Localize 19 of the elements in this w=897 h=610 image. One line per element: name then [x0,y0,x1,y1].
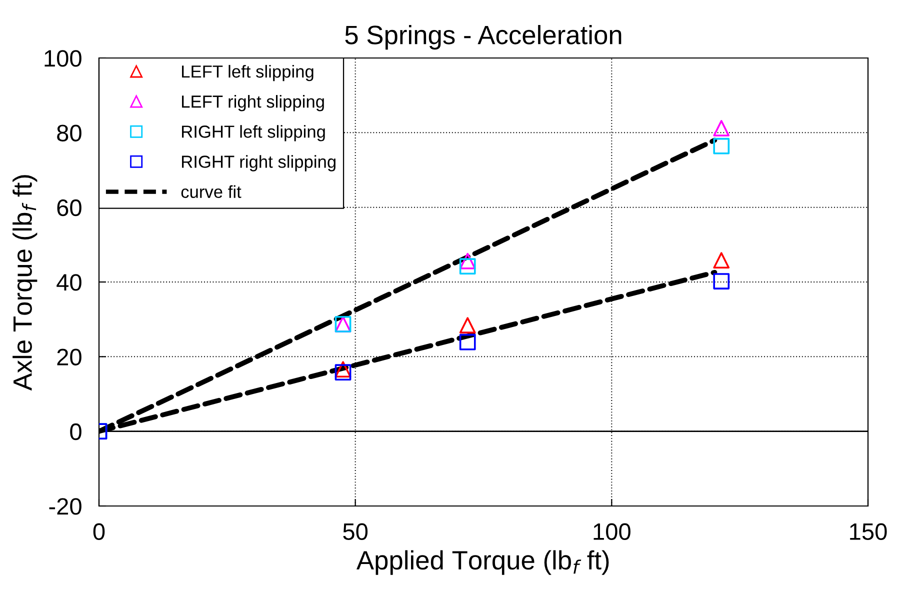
y-axis-title: Axle Torque (lb$_{f}$ ft) [12,175,38,391]
y-tick-label: 20 [57,348,82,366]
chart-title: 5 Springs - Acceleration [345,24,622,50]
legend-label: LEFT right slipping [182,95,324,112]
x-tick-label: 50 [343,523,368,540]
x-tick-label: 150 [850,523,887,540]
y-tick-label: 60 [57,199,82,216]
y-tick-label: 40 [56,274,82,291]
y-tick-label: 100 [44,50,82,67]
x-tick-label: 100 [594,523,630,540]
legend-label: LEFT left slipping [182,64,314,82]
y-tick-label: 0 [70,423,82,440]
y-tick-label: 80 [57,124,82,142]
x-axis-title: Applied Torque (lb$_{f}$ ft) [356,550,609,575]
legend-label: RIGHT left slipping [182,125,325,142]
y-tick-label: -20 [49,498,82,515]
legend-label: curve fit [181,185,242,198]
x-tick-label: 0 [93,523,105,540]
legend-label: RIGHT right slipping [182,155,336,172]
